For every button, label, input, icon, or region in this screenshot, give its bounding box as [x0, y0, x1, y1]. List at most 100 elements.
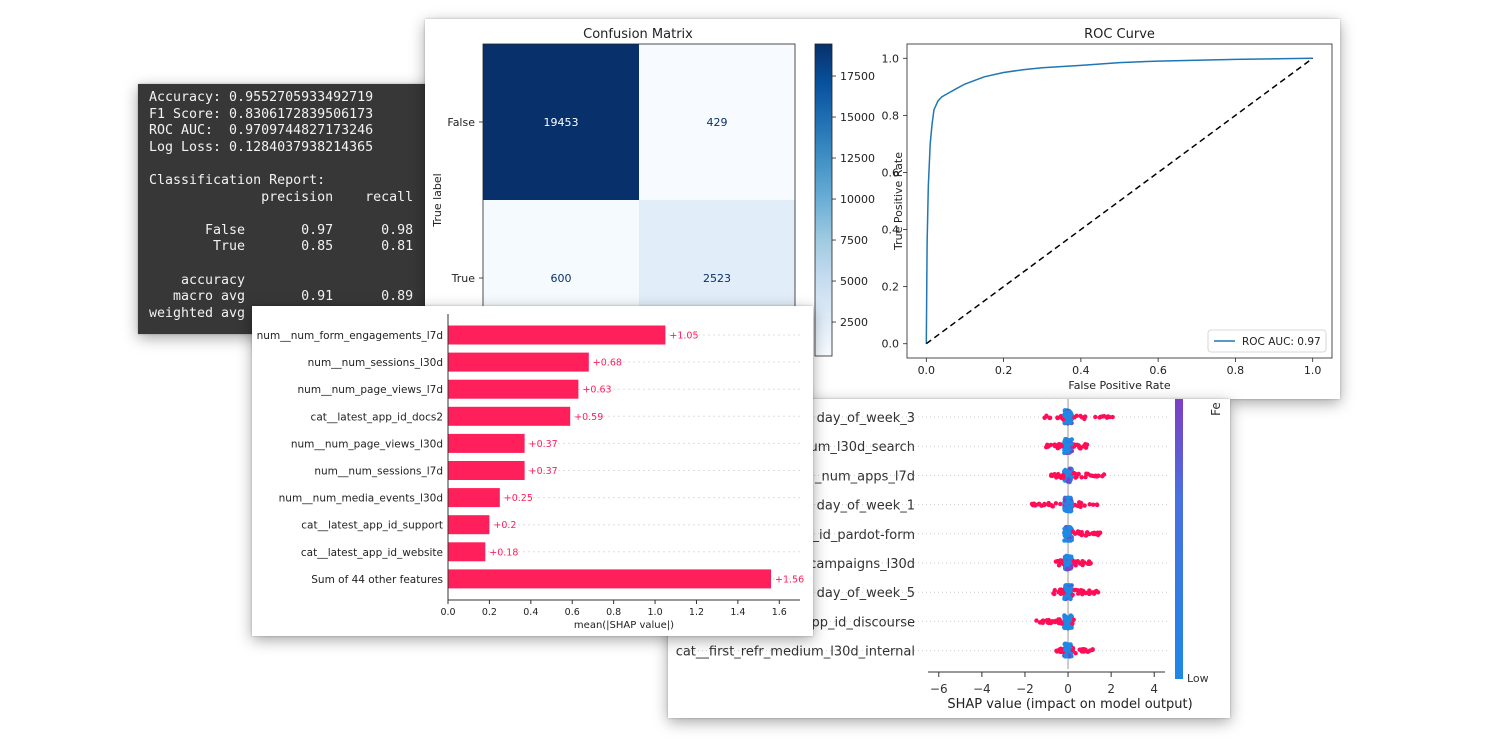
- cm-colorbar: [814, 43, 833, 357]
- beeswarm-feature-label: _id_pardot-form: [811, 528, 915, 543]
- beeswarm-dot: [1070, 621, 1075, 626]
- beeswarm-dot: [1072, 561, 1077, 566]
- beeswarm-feature-label: campaigns_l30d: [809, 557, 915, 572]
- beeswarm-dot: [1049, 619, 1054, 624]
- shap-bar-figure: num__num_form_engagements_l7d +1.05 num__n…: [252, 306, 813, 636]
- shap-bar-value-label: +0.18: [489, 547, 518, 558]
- beeswarm-dot: [1078, 588, 1084, 593]
- beeswarm-dot: [1063, 413, 1068, 419]
- beeswarm-feature-label: day_of_week_1: [817, 499, 915, 514]
- beeswarm-dot: [1079, 475, 1084, 480]
- beeswarm-dot: [1084, 442, 1090, 447]
- cm-title: Confusion Matrix: [583, 27, 693, 42]
- shap-bar-value-label: +0.37: [529, 466, 558, 477]
- shap-bar: [448, 515, 490, 535]
- shap-bar-category-label: num__num_sessions_l7d: [314, 466, 443, 478]
- beeswarm-dot: [1085, 649, 1091, 654]
- colorbar-tick-label: 5000: [840, 275, 868, 288]
- beeswarm-dot: [1063, 533, 1069, 538]
- beeswarm-dot: [1073, 651, 1078, 656]
- beeswarm-dot: [1080, 648, 1086, 653]
- beeswarm-colorbar: [1175, 399, 1183, 679]
- beeswarm-dot: [1045, 442, 1050, 448]
- beeswarm-dot: [1090, 590, 1095, 595]
- shap-bar-category-label: num__num_media_events_l30d: [279, 493, 443, 505]
- roc-xtick-label: 0.0: [918, 364, 936, 377]
- beeswarm-dot: [1066, 566, 1072, 572]
- roc-xlabel: False Positive Rate: [1068, 379, 1170, 392]
- beeswarm-dot: [1075, 503, 1081, 509]
- shap-bar-xlabel: mean(|SHAP value|): [574, 620, 674, 631]
- beeswarm-dot: [1059, 444, 1064, 449]
- shap-bar-xtick-label: 1.4: [730, 607, 745, 618]
- beeswarm-xlabel: SHAP value (impact on model output): [947, 697, 1192, 712]
- cm-value-label: 429: [707, 116, 728, 129]
- shap-beeswarm-svg: day_of_week_3 um_l30d_search _num_apps_l7d…: [676, 399, 1223, 712]
- beeswarm-dot: [1062, 506, 1067, 511]
- beeswarm-dot: [1082, 560, 1087, 565]
- beeswarm-dot: [1093, 414, 1098, 420]
- cm-ylabel: True label: [431, 173, 444, 227]
- roc-curve: [925, 57, 1313, 344]
- shap-bar-svg: num__num_form_engagements_l7d +1.05 num__n…: [257, 314, 804, 631]
- roc-chance-line: [925, 57, 1314, 345]
- shap-bar-category-label: cat__latest_app_id_support: [301, 520, 443, 532]
- beeswarm-dot: [1058, 415, 1064, 420]
- shap-bar: [448, 542, 486, 562]
- beeswarm-colorbar-title: Fe: [1209, 402, 1223, 416]
- beeswarm-dot: [1047, 415, 1053, 420]
- beeswarm-xtick-label: −2: [1016, 682, 1034, 696]
- shap-bar-category-label: num__num_page_views_l7d: [298, 384, 443, 396]
- shap-bar: [448, 461, 525, 480]
- beeswarm-dot: [1062, 613, 1067, 618]
- roc-ytick-label: 1.0: [882, 52, 900, 65]
- beeswarm-dot: [1058, 587, 1064, 592]
- cm-value-label: 2523: [703, 272, 731, 285]
- beeswarm-dot: [1069, 442, 1074, 447]
- metrics-text: Accuracy: 0.9552705933492719 F1 Score: 0…: [149, 90, 414, 321]
- beeswarm-dot: [1062, 596, 1067, 601]
- beeswarm-dot: [1083, 533, 1088, 538]
- beeswarm-dot: [1054, 648, 1059, 653]
- roc-ytick-label: 0.2: [882, 281, 900, 294]
- cm-cell: [639, 44, 795, 200]
- beeswarm-dot: [1049, 503, 1054, 508]
- beeswarm-dot: [1110, 414, 1115, 420]
- cm-row-label: True: [451, 272, 476, 285]
- shap-bar-value-label: +0.59: [574, 412, 603, 423]
- shap-bar-xtick-label: 0.8: [606, 607, 621, 618]
- roc-xtick-label: 1.0: [1304, 364, 1322, 377]
- shap-bar-xtick-label: 1.6: [772, 607, 787, 618]
- colorbar-tick-label: 12500: [840, 152, 875, 165]
- roc-legend-label: ROC AUC: 0.97: [1242, 336, 1321, 348]
- beeswarm-dot: [1076, 471, 1081, 477]
- beeswarm-dot: [1079, 415, 1085, 420]
- colorbar-tick-label: 7500: [840, 234, 868, 247]
- beeswarm-dot: [1082, 503, 1087, 508]
- beeswarm-dot: [1095, 590, 1101, 595]
- shap-bar-category-label: num__num_sessions_l30d: [308, 357, 443, 369]
- beeswarm-dot: [1081, 444, 1086, 449]
- beeswarm-dot: [1071, 617, 1076, 622]
- beeswarm-dot: [1065, 496, 1071, 502]
- shap-bar-value-label: +0.68: [593, 358, 622, 369]
- roc-xtick-label: 0.2: [995, 364, 1013, 377]
- beeswarm-dot: [1066, 505, 1071, 510]
- roc-xtick-label: 0.8: [1227, 364, 1245, 377]
- shap-bar-xtick-label: 0.2: [482, 607, 497, 618]
- beeswarm-xtick-label: 2: [1107, 682, 1115, 696]
- beeswarm-dot: [1063, 501, 1069, 507]
- roc-ytick-label: 0.4: [882, 224, 900, 237]
- beeswarm-dot: [1076, 591, 1081, 596]
- beeswarm-dot: [1090, 473, 1095, 478]
- beeswarm-dot: [1067, 617, 1072, 622]
- beeswarm-feature-label: pp_id_discourse: [812, 615, 915, 630]
- beeswarm-dot: [1076, 529, 1081, 534]
- shap-bar-xtick-label: 1.2: [689, 607, 704, 618]
- beeswarm-dot: [1091, 502, 1096, 507]
- beeswarm-dot: [1061, 475, 1066, 480]
- colorbar-tick-label: 15000: [840, 111, 875, 124]
- shap-bar-category-label: num__num_form_engagements_l7d: [257, 330, 443, 342]
- beeswarm-dot: [1045, 620, 1050, 625]
- beeswarm-dot: [1067, 470, 1072, 475]
